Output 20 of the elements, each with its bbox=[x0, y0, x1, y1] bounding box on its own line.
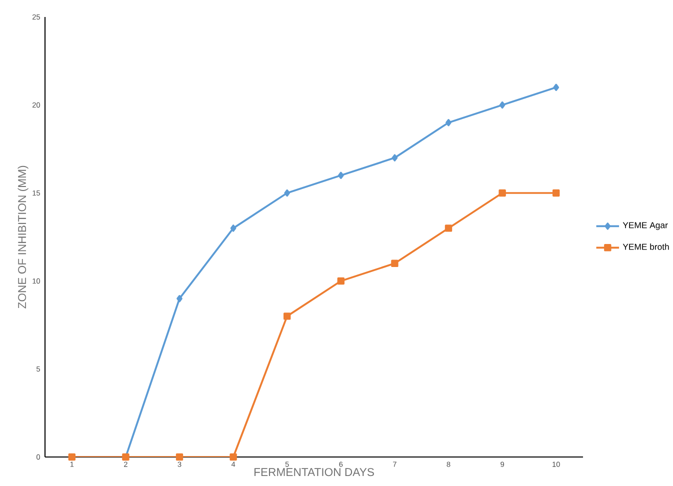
point bbox=[176, 453, 184, 461]
point bbox=[391, 260, 398, 267]
point bbox=[337, 277, 345, 285]
point bbox=[392, 154, 398, 162]
point bbox=[230, 224, 236, 232]
point bbox=[446, 118, 452, 126]
point bbox=[338, 172, 344, 179]
point bbox=[284, 189, 290, 197]
legend-label: YEME Agar bbox=[622, 222, 668, 230]
y-axis-title: ZONE OF INHIBITION (MM) bbox=[18, 166, 28, 308]
point bbox=[176, 294, 182, 302]
point bbox=[553, 84, 560, 91]
point bbox=[498, 189, 506, 197]
point bbox=[444, 224, 452, 232]
point bbox=[230, 453, 237, 461]
point bbox=[499, 101, 506, 109]
point bbox=[284, 312, 291, 320]
legend-label: YEME broth bbox=[622, 244, 669, 250]
x-axis-title: FERMENTATION DAYS bbox=[254, 468, 374, 476]
point bbox=[552, 189, 560, 197]
